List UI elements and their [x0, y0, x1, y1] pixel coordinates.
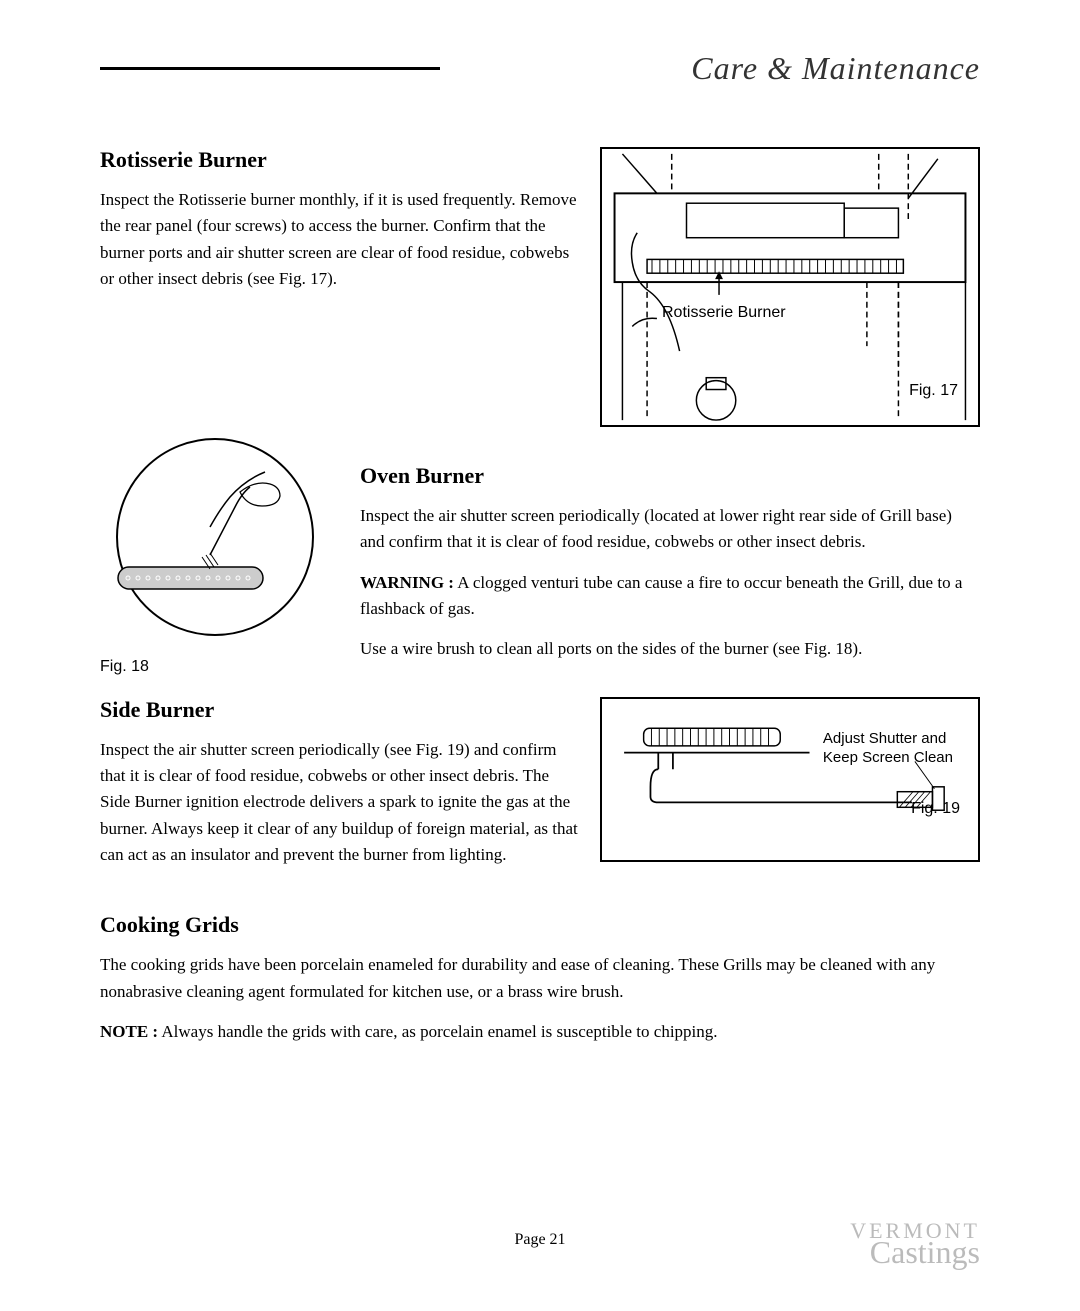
header-title: Care & Maintenance [450, 50, 980, 87]
rotisserie-heading: Rotisserie Burner [100, 147, 580, 173]
page-number: Page 21 [514, 1231, 565, 1249]
warning-label: WARNING : [360, 573, 454, 592]
fig17-caption: Fig. 17 [909, 382, 958, 400]
rotisserie-text: Inspect the Rotisserie burner monthly, i… [100, 187, 580, 292]
side-text: Inspect the air shutter screen periodica… [100, 737, 580, 869]
fig19-caption: Fig. 19 [911, 800, 960, 818]
side-heading: Side Burner [100, 697, 580, 723]
cooking-grids-section: Cooking Grids The cooking grids have bee… [100, 912, 980, 1045]
fig18-caption: Fig. 18 [100, 658, 340, 676]
oven-heading: Oven Burner [360, 463, 980, 489]
grids-p1: The cooking grids have been porcelain en… [100, 952, 980, 1005]
fig17-label: Rotisserie Burner [662, 304, 786, 322]
fig19-label-text: Adjust Shutter and Keep Screen Clean [823, 730, 953, 767]
grids-heading: Cooking Grids [100, 912, 980, 938]
oven-warning: WARNING : A clogged venturi tube can cau… [360, 570, 980, 623]
grids-note: NOTE : Always handle the grids with care… [100, 1019, 980, 1045]
note-label: NOTE : [100, 1022, 158, 1041]
brand-logo: VERMONT Castings [840, 1218, 980, 1271]
note-text: Always handle the grids with care, as po… [158, 1022, 717, 1041]
page-header: Care & Maintenance [100, 50, 980, 87]
fig19-label: Adjust Shutter and Keep Screen Clean [823, 729, 953, 768]
fig19-svg [602, 699, 978, 860]
brand-bottom: Castings [870, 1234, 980, 1271]
header-rule [100, 67, 440, 70]
oven-p1: Inspect the air shutter screen periodica… [360, 503, 980, 556]
figure-19: Adjust Shutter and Keep Screen Clean Fig… [600, 697, 980, 862]
oven-p3: Use a wire brush to clean all ports on t… [360, 636, 980, 662]
figure-17: Rotisserie Burner Fig. 17 [600, 147, 980, 427]
figure-18 [100, 437, 330, 647]
